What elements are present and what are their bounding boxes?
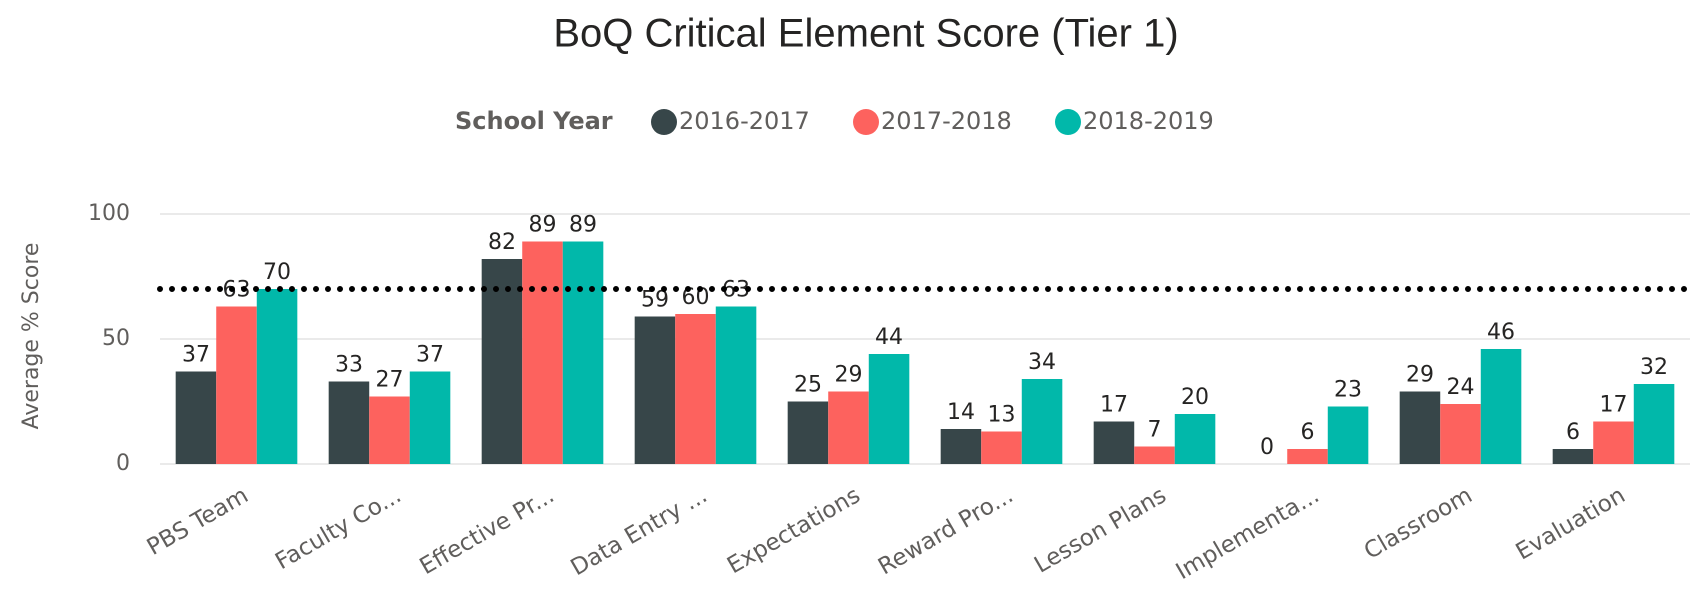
bar bbox=[256, 289, 298, 464]
bar bbox=[522, 241, 563, 464]
legend-label: 2018-2019 bbox=[1083, 107, 1214, 135]
data-label: 6 bbox=[1301, 420, 1315, 445]
bar bbox=[1287, 449, 1328, 464]
bar bbox=[481, 259, 523, 464]
data-label: 17 bbox=[1600, 393, 1628, 418]
bar bbox=[715, 306, 757, 464]
bar bbox=[1174, 414, 1216, 464]
data-label: 32 bbox=[1640, 355, 1668, 380]
legend-title: School Year bbox=[455, 107, 613, 135]
bar bbox=[1552, 449, 1594, 464]
bar bbox=[409, 371, 451, 464]
x-tick-label: PBS Team bbox=[143, 482, 253, 560]
bar bbox=[828, 391, 869, 464]
chart-title: BoQ Critical Element Score (Tier 1) bbox=[553, 12, 1178, 56]
x-tick-label: Evaluation bbox=[1512, 482, 1630, 565]
bar bbox=[1593, 421, 1634, 464]
bar bbox=[216, 306, 257, 464]
x-tick-label: Implementa... bbox=[1172, 482, 1324, 585]
x-tick-label: Reward Pro... bbox=[874, 482, 1018, 580]
legend-swatch bbox=[1055, 109, 1081, 135]
bar bbox=[1093, 421, 1135, 464]
x-tick-label: Classroom bbox=[1360, 482, 1477, 565]
bar bbox=[562, 241, 604, 464]
bar bbox=[328, 381, 370, 464]
y-axis-label: Average % Score bbox=[19, 243, 44, 430]
bar bbox=[787, 401, 829, 464]
y-tick-label: 50 bbox=[102, 326, 130, 351]
x-tick-label: Effective Pr... bbox=[415, 482, 558, 580]
data-label: 20 bbox=[1181, 385, 1209, 410]
data-label: 13 bbox=[988, 403, 1016, 428]
bar bbox=[940, 429, 982, 464]
bar bbox=[1021, 379, 1063, 464]
y-tick-label: 100 bbox=[88, 201, 130, 226]
data-label: 82 bbox=[488, 230, 516, 255]
data-label: 70 bbox=[263, 260, 291, 285]
bar bbox=[1327, 406, 1369, 464]
bar bbox=[981, 431, 1022, 464]
legend-swatch bbox=[853, 109, 879, 135]
x-tick-label: Faculty Co... bbox=[271, 482, 406, 575]
data-label: 89 bbox=[569, 213, 597, 238]
data-label: 44 bbox=[875, 325, 903, 350]
legend-label: 2016-2017 bbox=[679, 107, 810, 135]
bar bbox=[1134, 446, 1175, 464]
data-label: 25 bbox=[794, 373, 822, 398]
bar bbox=[1440, 404, 1481, 464]
bar bbox=[634, 316, 676, 464]
bar bbox=[1399, 391, 1441, 464]
data-label: 6 bbox=[1566, 420, 1580, 445]
data-label: 34 bbox=[1028, 350, 1056, 375]
data-label: 29 bbox=[1406, 363, 1434, 388]
data-label: 33 bbox=[335, 353, 363, 378]
data-label: 0 bbox=[1260, 435, 1274, 460]
bar bbox=[1480, 349, 1522, 464]
data-label: 29 bbox=[835, 363, 863, 388]
x-tick-label: Data Entry ... bbox=[567, 482, 712, 581]
data-label: 23 bbox=[1334, 378, 1362, 403]
data-label: 46 bbox=[1487, 320, 1515, 345]
data-label: 27 bbox=[376, 368, 404, 393]
data-label: 37 bbox=[416, 343, 444, 368]
bar bbox=[1633, 384, 1675, 464]
data-label: 17 bbox=[1100, 393, 1128, 418]
legend-swatch bbox=[651, 109, 677, 135]
bar bbox=[675, 314, 716, 464]
y-tick-label: 0 bbox=[116, 451, 130, 476]
data-label: 24 bbox=[1447, 375, 1475, 400]
data-label: 37 bbox=[182, 343, 210, 368]
data-label: 89 bbox=[529, 213, 557, 238]
x-tick-label: Expectations bbox=[723, 482, 865, 579]
data-label: 14 bbox=[947, 400, 975, 425]
x-tick-label: Lesson Plans bbox=[1030, 482, 1171, 578]
legend-label: 2017-2018 bbox=[881, 107, 1012, 135]
bar bbox=[868, 354, 910, 464]
bar bbox=[175, 371, 217, 464]
bar bbox=[369, 396, 410, 464]
data-label: 7 bbox=[1148, 418, 1162, 443]
